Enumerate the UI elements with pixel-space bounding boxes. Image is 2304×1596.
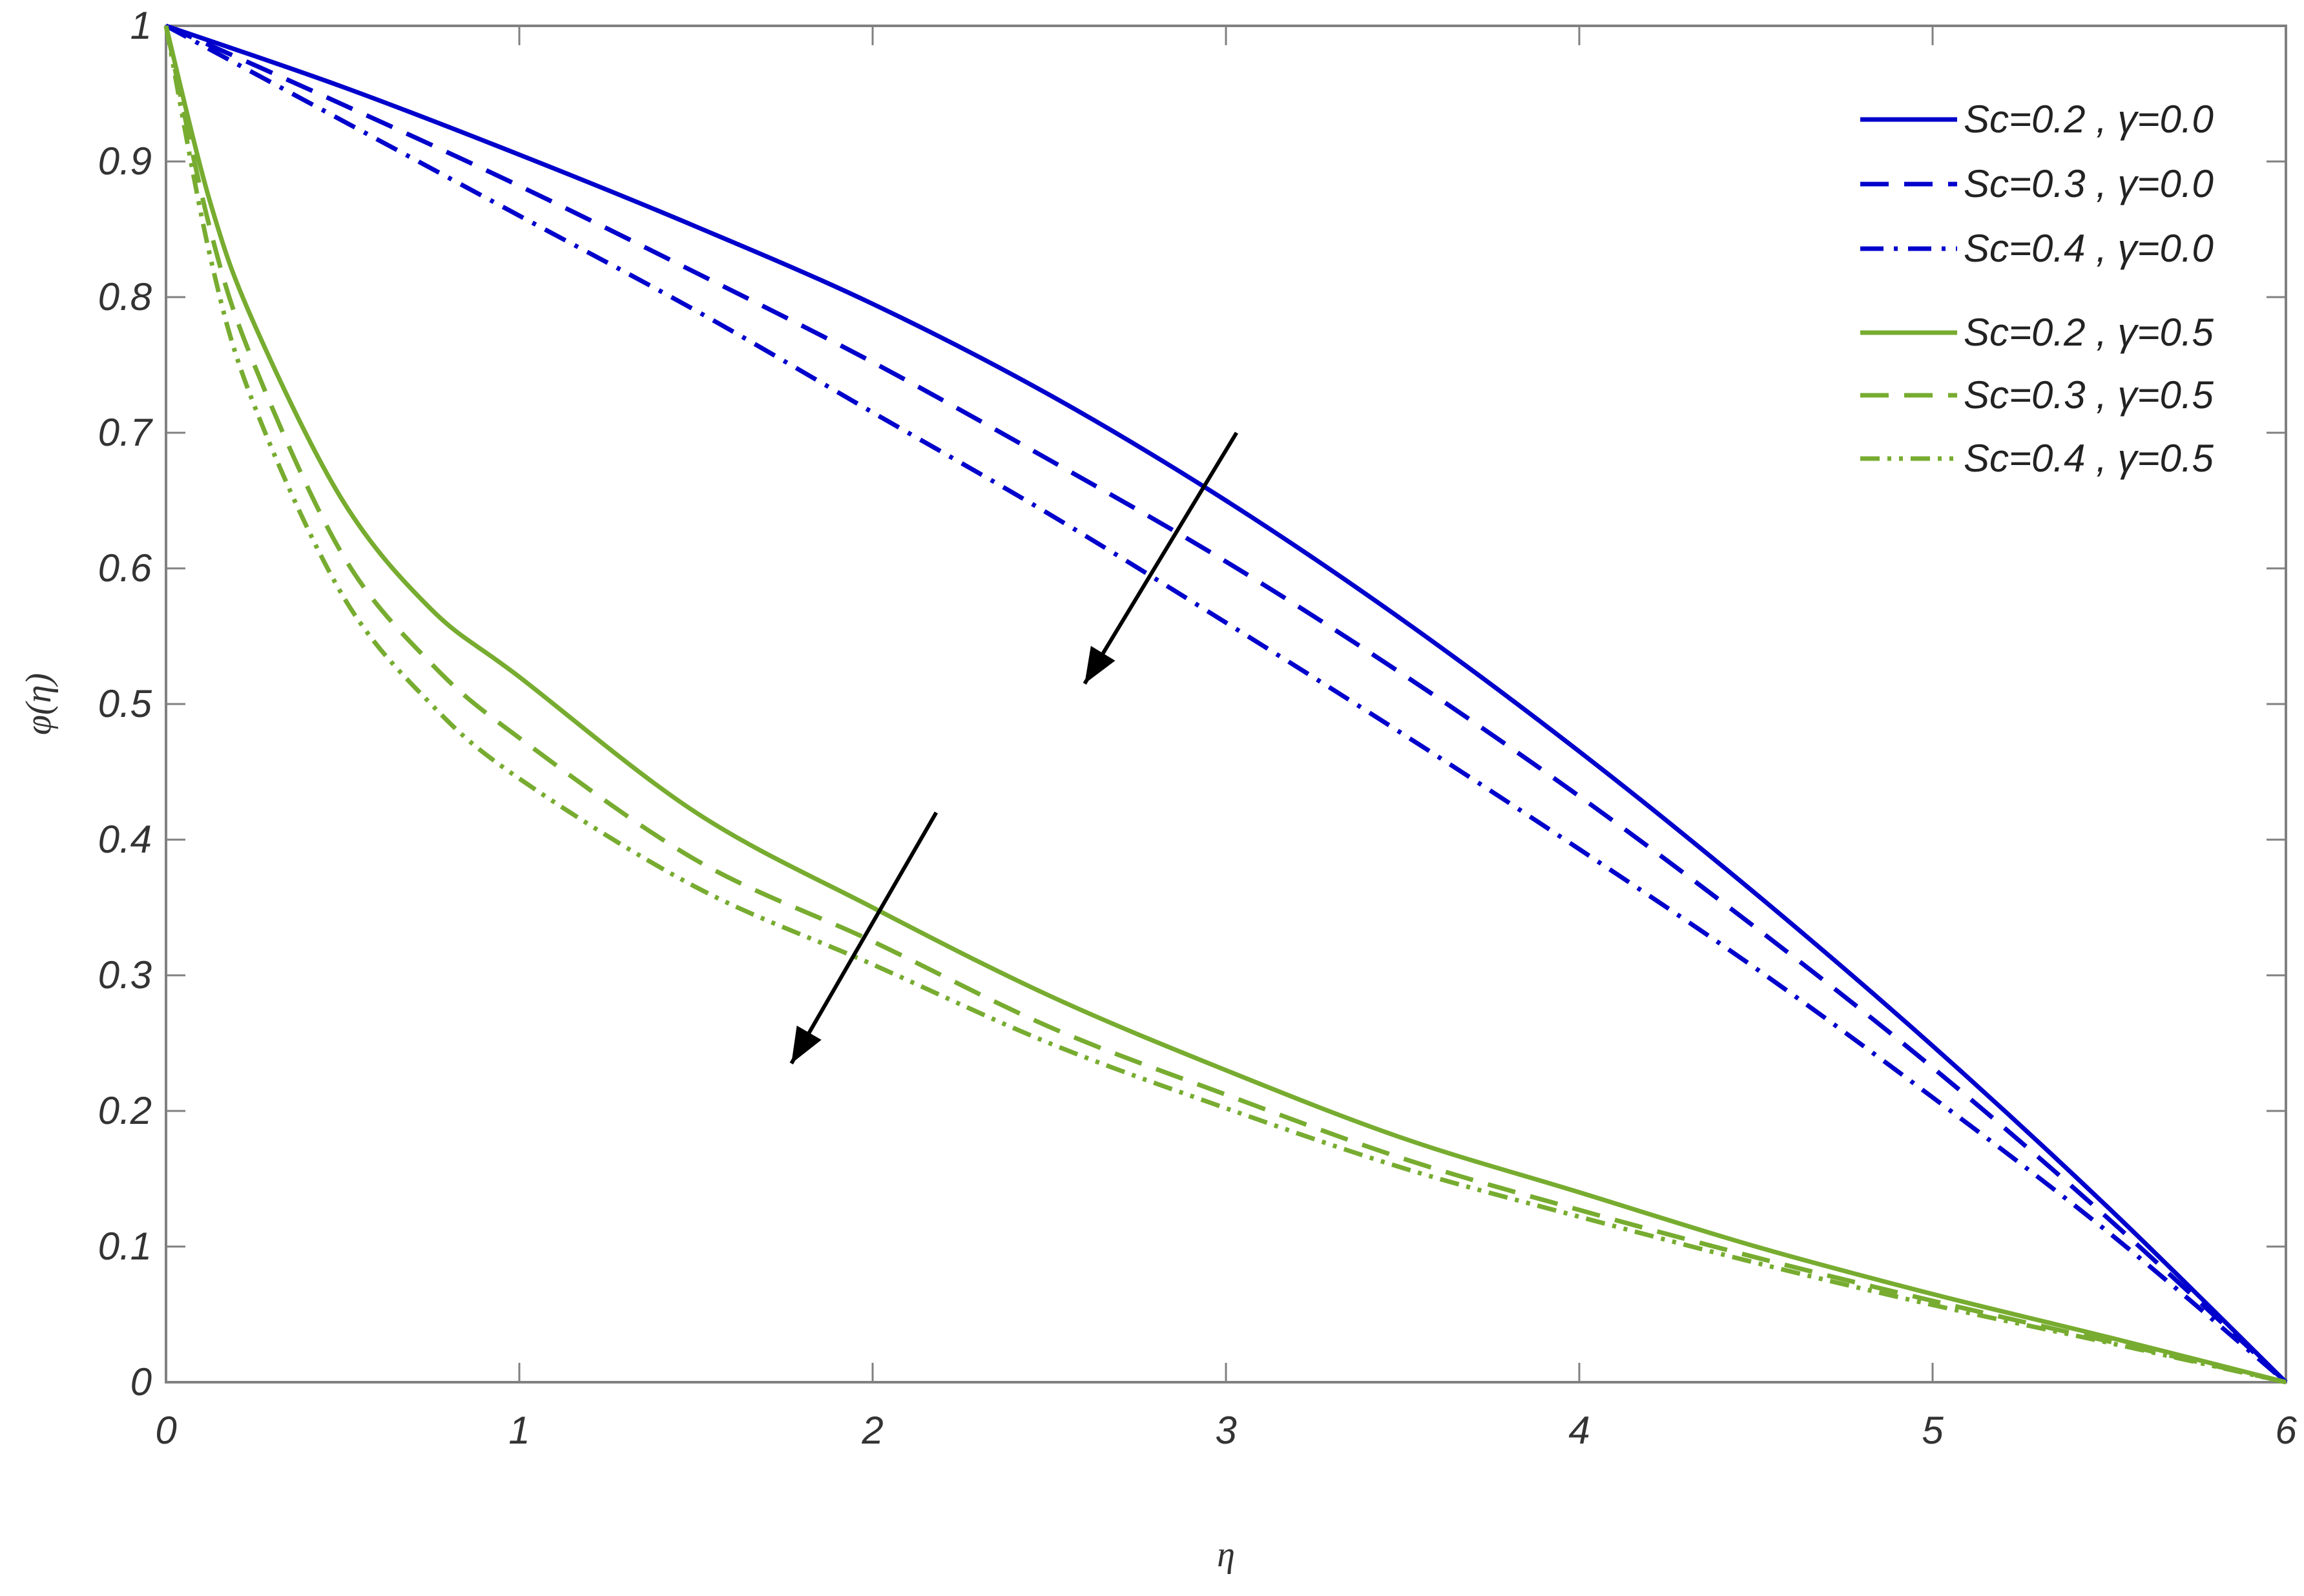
x-ticks: 0 1 2 3 4 5 6 bbox=[155, 26, 2297, 1452]
series-line bbox=[165, 23, 2288, 1384]
legend-label: Sc=0.2 , γ=0.0 bbox=[1964, 98, 2214, 141]
x-tick-label: 4 bbox=[1568, 1409, 1590, 1452]
series-line bbox=[163, 25, 2287, 1385]
y-tick-label: 0.2 bbox=[98, 1089, 152, 1132]
y-axis-label: φ(η) bbox=[19, 673, 59, 735]
y-tick-label: 0.7 bbox=[98, 411, 154, 454]
x-tick-label: 2 bbox=[861, 1409, 883, 1452]
y-tick-label: 0.6 bbox=[98, 546, 152, 590]
trend-arrow bbox=[789, 811, 939, 1064]
legend-label: Sc=0.2 , γ=0.5 bbox=[1964, 311, 2214, 354]
legend-label: Sc=0.3 , γ=0.0 bbox=[1964, 162, 2214, 205]
arrow-layer bbox=[789, 431, 1238, 1064]
y-tick-label: 0.1 bbox=[98, 1225, 152, 1268]
y-tick-label: 1 bbox=[130, 4, 152, 47]
y-ticks: 0 0.1 0.2 0.3 0.4 0.5 0.6 0.7 0.8 0.9 1 bbox=[98, 4, 2286, 1404]
series-line bbox=[163, 25, 2287, 1385]
series-line bbox=[165, 23, 2288, 1384]
trend-arrow bbox=[1083, 431, 1238, 685]
x-tick-label: 5 bbox=[1922, 1409, 1944, 1452]
y-tick-label: 0.3 bbox=[98, 953, 152, 997]
legend: Sc=0.2 , γ=0.0 Sc=0.3 , γ=0.0 Sc=0.4 , γ=0… bbox=[1834, 78, 2235, 497]
y-tick-label: 0.5 bbox=[98, 682, 152, 725]
trend-arrow-head bbox=[791, 1025, 822, 1064]
y-tick-label: 0.8 bbox=[98, 275, 152, 318]
legend-label: Sc=0.4 , γ=0.5 bbox=[1964, 437, 2214, 480]
x-tick-label: 0 bbox=[155, 1409, 176, 1452]
x-tick-label: 1 bbox=[508, 1409, 530, 1452]
trend-arrow-head bbox=[1085, 646, 1116, 684]
legend-label: Sc=0.4 , γ=0.0 bbox=[1964, 227, 2214, 270]
series-line bbox=[165, 23, 2288, 1384]
series-layer bbox=[163, 23, 2288, 1385]
y-tick-label: 0 bbox=[130, 1360, 152, 1404]
x-tick-label: 6 bbox=[2275, 1409, 2297, 1452]
y-tick-label: 0.9 bbox=[98, 140, 152, 183]
x-tick-label: 3 bbox=[1215, 1409, 1236, 1452]
legend-label: Sc=0.3 , γ=0.5 bbox=[1964, 373, 2214, 417]
series-line bbox=[163, 25, 2287, 1385]
y-tick-label: 0.4 bbox=[98, 818, 152, 861]
legend-box bbox=[1834, 78, 2235, 497]
x-axis-label: η bbox=[1217, 1535, 1235, 1575]
